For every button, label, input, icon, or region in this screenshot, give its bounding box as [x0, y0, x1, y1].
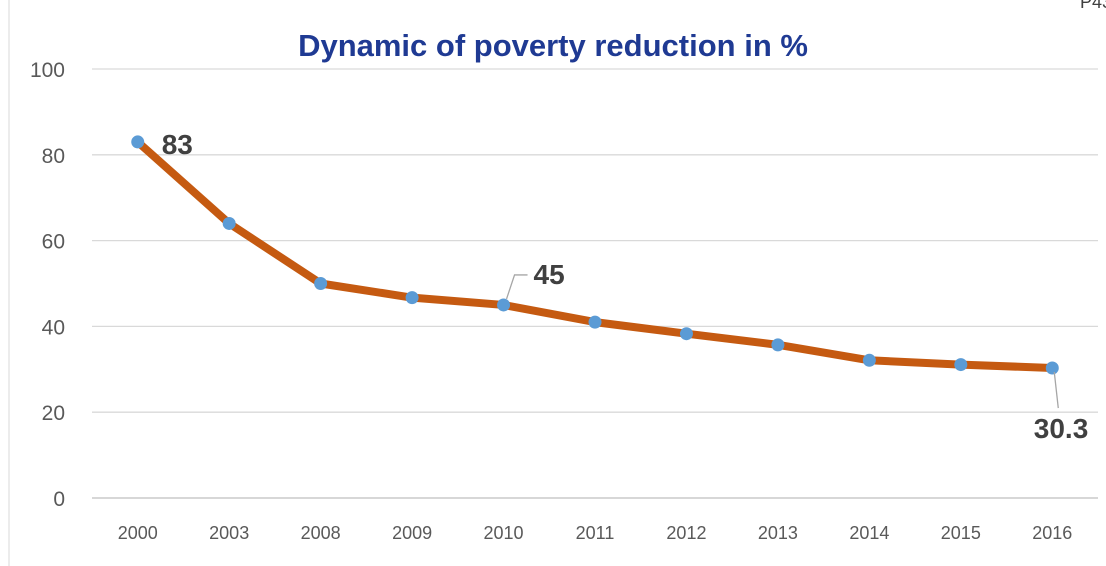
x-tick-label: 2016	[1032, 523, 1072, 543]
page-number: P43	[1080, 0, 1106, 12]
y-tick-label: 80	[42, 145, 65, 168]
data-point	[222, 216, 236, 230]
y-tick-label: 100	[30, 59, 65, 82]
data-point	[131, 135, 145, 149]
series-line	[133, 137, 1057, 373]
data-point	[679, 327, 693, 341]
data-label: 30.3	[1034, 413, 1089, 444]
data-label: 83	[162, 129, 193, 160]
y-tick-label: 60	[42, 231, 65, 254]
data-point	[862, 353, 876, 367]
x-tick-label: 2015	[941, 523, 981, 543]
data-point	[588, 315, 602, 329]
x-tick-label: 2000	[118, 523, 158, 543]
data-point	[497, 298, 511, 312]
series	[131, 135, 1059, 375]
y-tick-label: 0	[53, 488, 65, 511]
y-tick-label: 40	[42, 316, 65, 339]
chart-title: Dynamic of poverty reduction in %	[298, 28, 808, 63]
x-tick-label: 2010	[484, 523, 524, 543]
x-tick-label: 2013	[758, 523, 798, 543]
x-tick-label: 2008	[301, 523, 341, 543]
x-tick-label: 2003	[209, 523, 249, 543]
leader-line	[505, 274, 528, 300]
x-tick-label: 2014	[849, 523, 889, 543]
x-tick-label: 2011	[576, 523, 615, 543]
x-tick-label: 2012	[666, 523, 706, 543]
data-label: 45	[534, 259, 565, 290]
leader-line	[1053, 371, 1059, 409]
data-point	[771, 338, 785, 352]
y-axis-ticks: 0 20 40 60 80 100	[30, 59, 65, 511]
x-tick-label: 2009	[392, 523, 432, 543]
y-tick-label: 20	[42, 402, 65, 425]
x-axis-ticks: 2000 2003 2008 2009 2010 2011 2012 2013 2014 2015…	[118, 523, 1073, 543]
data-point	[314, 277, 328, 290]
data-point	[405, 291, 419, 305]
data-point	[954, 358, 968, 372]
data-labels: 83 45 30.3	[162, 129, 1089, 444]
data-point	[1045, 361, 1059, 375]
